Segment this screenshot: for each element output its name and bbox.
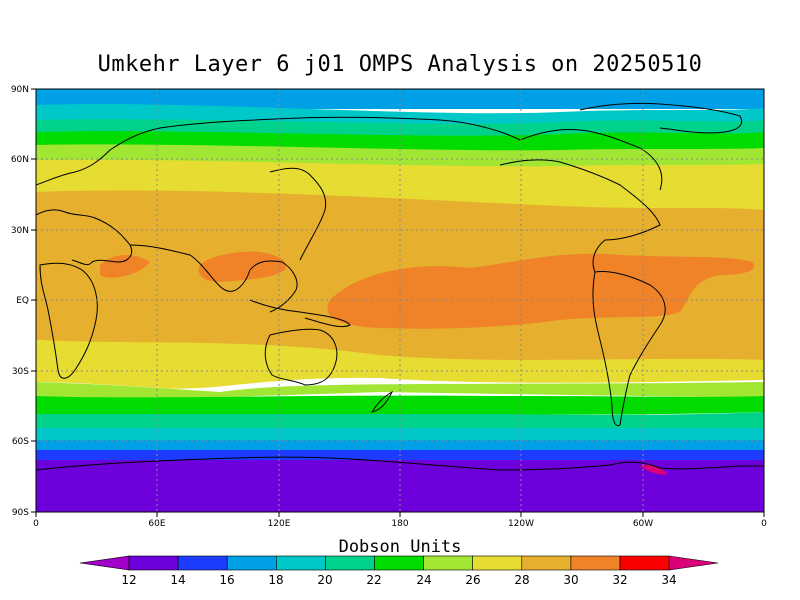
lat-axis: 90N 60N 30N EQ 30S 60S 90S: [11, 85, 36, 518]
colorbar-cell: [570, 555, 621, 571]
lon-tick-label: 60W: [633, 519, 653, 529]
lat-tick-label: 90S: [12, 508, 29, 518]
map-field: [36, 89, 764, 512]
lat-tick-label: 90N: [11, 85, 29, 95]
lat-tick-label: 60S: [12, 437, 29, 447]
colorbar-tick-label: 12: [121, 573, 136, 587]
lon-tick-label: 0: [33, 519, 39, 529]
colorbar-cell: [423, 555, 474, 571]
colorbar-cell: [472, 555, 523, 571]
lat-tick-label: 60N: [11, 155, 29, 165]
colorbar-arrow-low: [79, 555, 130, 571]
lat-tick-label: 30N: [11, 226, 29, 236]
colorbar-cell: [521, 555, 572, 571]
lon-axis: 0 60E 120E 180 120W 60W 0: [33, 512, 767, 529]
colorbar-tick-label: 30: [563, 573, 578, 587]
colorbar-cells: [79, 555, 719, 571]
band-32-asia: [198, 251, 287, 282]
band-32-antarctic: [640, 464, 668, 475]
lon-tick-label: 0: [761, 519, 767, 529]
colorbar-tick-label: 14: [170, 573, 185, 587]
colorbar-arrow-high: [668, 555, 719, 571]
colorbar-cell: [226, 555, 277, 571]
lat-tick-label: EQ: [16, 296, 29, 306]
colorbar-tick-label: 32: [612, 573, 627, 587]
colorbar-tick-label: 34: [661, 573, 676, 587]
lat-tick-label: 30S: [12, 367, 29, 377]
band-32-indian: [100, 254, 150, 278]
colorbar-cell: [177, 555, 228, 571]
colorbar-cell: [128, 555, 179, 571]
colorbar-cell: [275, 555, 326, 571]
graticule: [36, 89, 764, 512]
lon-tick-label: 120W: [508, 519, 534, 529]
colorbar-tick-label: 20: [317, 573, 332, 587]
colorbar-cell: [325, 555, 375, 571]
colorbar-tick-label: 26: [465, 573, 480, 587]
lon-tick-label: 180: [391, 519, 408, 529]
colorbar-tick-label: 24: [416, 573, 431, 587]
colorbar-tick-label: 18: [268, 573, 283, 587]
colorbar-labels: 12 14 16 18 20 22 24 26 28 30 32 34: [121, 573, 676, 587]
colorbar-tick-label: 22: [366, 573, 381, 587]
coastlines: [36, 102, 764, 471]
lon-tick-label: 120E: [268, 519, 291, 529]
colorbar-cell: [619, 555, 670, 571]
map-title: Umkehr Layer 6 j01 OMPS Analysis on 2025…: [97, 52, 703, 77]
band-32-tropics: [327, 253, 755, 329]
colorbar-tick-label: 28: [514, 573, 529, 587]
lon-tick-label: 60E: [148, 519, 165, 529]
colorbar-title: Dobson Units: [338, 537, 462, 557]
colorbar-cell: [374, 555, 424, 571]
colorbar-tick-label: 16: [219, 573, 234, 587]
